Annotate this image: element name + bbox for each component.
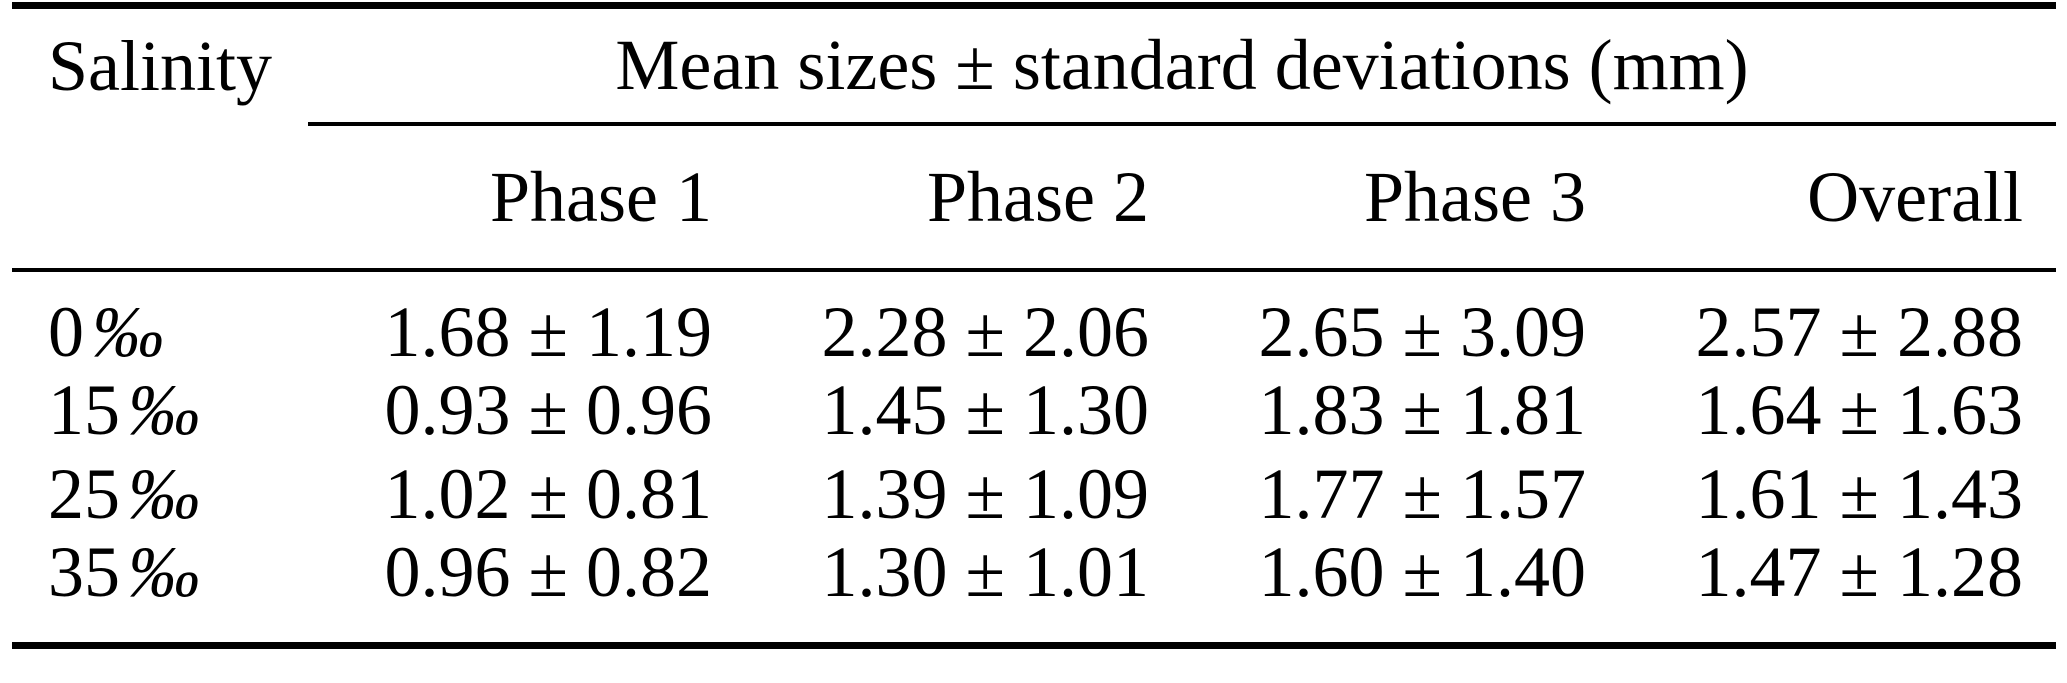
column-header-phase-2: Phase 2 [927, 156, 1149, 237]
table-cell: 1.83 ± 1.81 [1258, 369, 1586, 450]
table-cell: 1.30 ± 1.01 [821, 531, 1149, 612]
table-row: 35 ‰ 0.96 ± 0.82 1.30 ± 1.01 1.60 ± 1.40 … [12, 536, 2056, 646]
row-label-salinity-15: 15 ‰ [12, 368, 308, 452]
permille-symbol: ‰ [128, 453, 200, 534]
permille-symbol: ‰ [92, 291, 164, 372]
column-header-phase-1: Phase 1 [490, 156, 712, 237]
row-label-salinity-25: 25 ‰ [12, 452, 308, 536]
table-cell: 1.68 ± 1.19 [384, 291, 712, 372]
table-cell: 1.39 ± 1.09 [821, 453, 1149, 534]
results-table: Salinity Mean sizes ± standard deviation… [12, 2, 2057, 649]
table-cell: 2.65 ± 3.09 [1258, 291, 1586, 372]
salinity-value: 15 [48, 369, 120, 450]
table-row: 25 ‰ 1.02 ± 0.81 1.39 ± 1.09 1.77 ± 1.57 … [12, 452, 2056, 536]
table-cell: 1.60 ± 1.40 [1258, 531, 1586, 612]
salinity-value: 35 [48, 531, 120, 612]
column-header-salinity: Salinity [48, 26, 273, 107]
table-cell: 1.47 ± 1.28 [1695, 531, 2024, 612]
permille-symbol: ‰ [128, 369, 200, 450]
row-label-salinity-0: 0 ‰ [12, 270, 308, 368]
table-cell: 1.64 ± 1.63 [1695, 369, 2024, 450]
table-header-row-phases: Phase 1 Phase 2 Phase 3 Overall [12, 124, 2057, 270]
permille-symbol: ‰ [128, 531, 200, 612]
salinity-value: 0 [48, 291, 84, 372]
table-cell: 1.45 ± 1.30 [821, 369, 1149, 450]
column-header-overall: Overall [1807, 156, 2024, 237]
salinity-value: 25 [48, 453, 120, 534]
table-cell: 0.93 ± 0.96 [384, 369, 712, 450]
row-label-salinity-35: 35 ‰ [12, 536, 308, 646]
table-row: 0 ‰ 1.68 ± 1.19 2.28 ± 2.06 2.65 ± 3.09 2… [12, 270, 2056, 368]
table-cell: 2.57 ± 2.88 [1695, 291, 2024, 372]
table-cell: 1.61 ± 1.43 [1695, 453, 2024, 534]
table-cell: 2.28 ± 2.06 [821, 291, 1149, 372]
table-cell: 1.77 ± 1.57 [1258, 453, 1586, 534]
table-cell: 0.96 ± 0.82 [384, 531, 712, 612]
table-header-row-top: Salinity Mean sizes ± standard deviation… [12, 5, 2057, 126]
empty-header-cell [12, 124, 308, 270]
table-cell: 1.02 ± 0.81 [384, 453, 712, 534]
spanning-header-mean-sizes: Mean sizes ± standard deviations (mm) [308, 5, 2057, 126]
column-header-phase-3: Phase 3 [1364, 156, 1586, 237]
table-row: 15 ‰ 0.93 ± 0.96 1.45 ± 1.30 1.83 ± 1.81 … [12, 368, 2056, 452]
